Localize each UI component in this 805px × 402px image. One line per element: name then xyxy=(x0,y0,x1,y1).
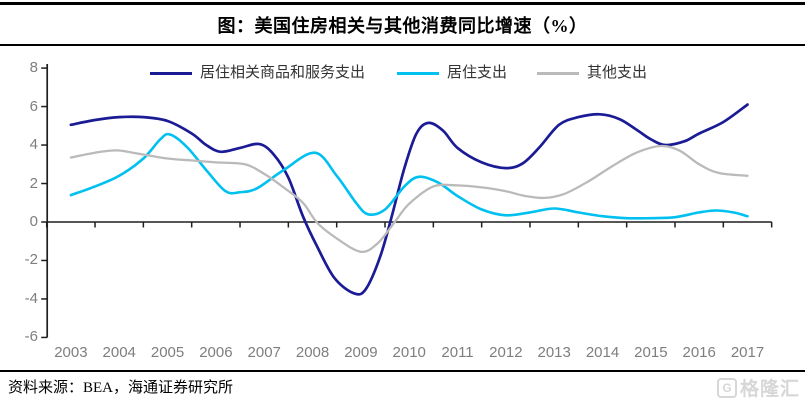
legend-line-swatch xyxy=(397,71,439,75)
y-axis-label: -6 xyxy=(24,328,38,346)
x-axis-label: 2006 xyxy=(199,344,233,361)
x-axis-label: 2011 xyxy=(441,344,474,361)
gelonghui-watermark: G 格隆汇 xyxy=(716,374,800,401)
y-axis-label: 4 xyxy=(29,136,38,154)
legend-line-swatch xyxy=(150,71,192,75)
footer-divider xyxy=(0,370,805,372)
legend-label: 居住支出 xyxy=(447,65,508,81)
y-axis-label: 6 xyxy=(29,97,38,115)
legend-label: 其他支出 xyxy=(587,65,648,81)
gelonghui-logo-icon: G xyxy=(716,377,737,398)
gelonghui-logo-text: 格隆汇 xyxy=(739,379,800,400)
x-axis-label: 2008 xyxy=(295,344,330,361)
legend-label: 居住相关商品和服务支出 xyxy=(200,65,366,81)
y-axis-label: 8 xyxy=(29,59,38,77)
legend-item: 居住相关商品和服务支出 xyxy=(150,64,365,82)
x-axis-label: 2017 xyxy=(730,344,765,361)
x-axis-label: 2007 xyxy=(247,344,281,361)
x-axis-label: 2013 xyxy=(537,344,571,361)
series-line-0 xyxy=(69,103,749,296)
y-axis-label: -4 xyxy=(24,289,38,307)
series-line-2 xyxy=(69,144,749,254)
legend-line-swatch xyxy=(537,71,579,75)
x-axis-label: 2015 xyxy=(634,344,668,361)
series-line-1 xyxy=(69,132,749,220)
source-note: 资料来源：BEA，海通证券研究所 xyxy=(8,380,234,396)
x-axis-label: 2003 xyxy=(54,344,88,361)
x-axis-label: 2016 xyxy=(682,344,716,361)
x-axis-label: 2012 xyxy=(489,344,523,361)
figure-title: 图：美国住房相关与其他消费同比增速（%） xyxy=(217,16,588,36)
legend-item: 其他支出 xyxy=(537,64,647,82)
x-axis-label: 2010 xyxy=(392,344,426,361)
x-axis-label: 2014 xyxy=(585,344,620,361)
legend-item: 居住支出 xyxy=(397,64,507,82)
x-axis-label: 2005 xyxy=(150,344,185,361)
y-axis-label: 2 xyxy=(29,174,38,192)
y-axis-label: -2 xyxy=(24,251,38,269)
x-axis-label: 2009 xyxy=(344,344,378,361)
figure-title-band: 图：美国住房相关与其他消费同比增速（%） xyxy=(0,2,805,46)
x-axis-label: 2004 xyxy=(102,344,136,361)
y-axis-label: 0 xyxy=(29,213,38,230)
